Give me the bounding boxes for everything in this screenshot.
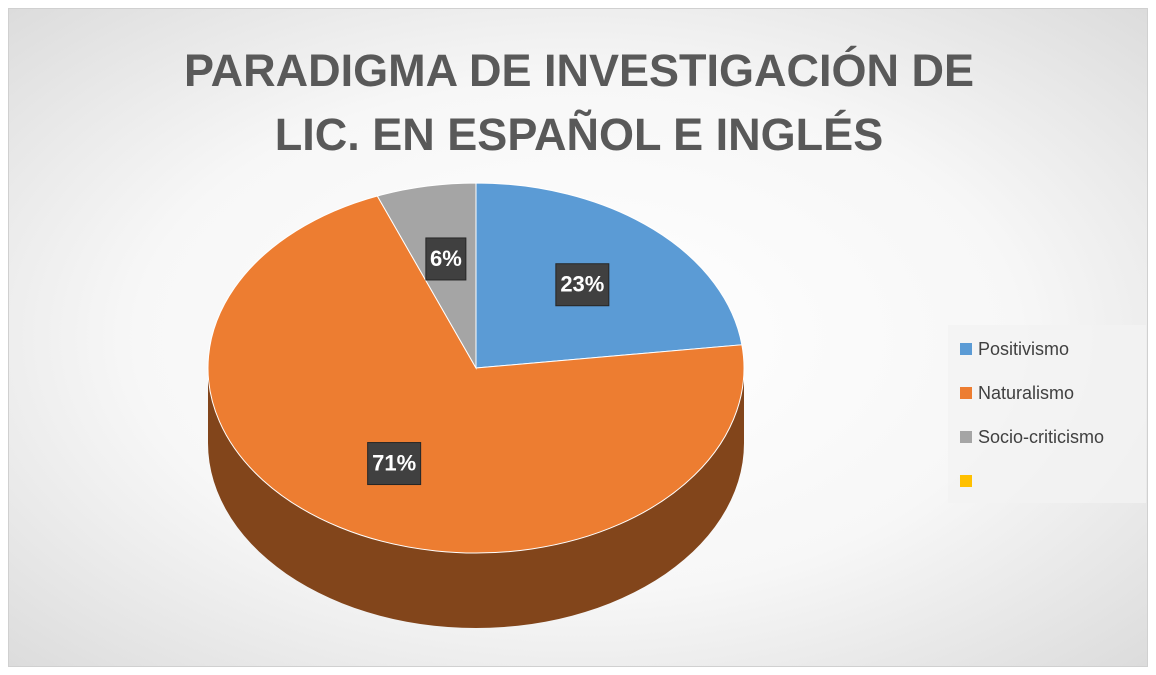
legend-swatch	[960, 387, 972, 399]
legend-label: Positivismo	[978, 339, 1069, 359]
data-label: 6%	[430, 246, 462, 271]
legend-swatch	[960, 475, 972, 487]
data-label-box	[425, 237, 467, 281]
chart-title: PARADIGMA DE INVESTIGACIÓN DE LIC. EN ES…	[183, 45, 975, 160]
legend-label: Naturalismo	[978, 383, 1074, 403]
legend-swatch	[960, 343, 972, 355]
data-label: 71%	[372, 450, 416, 475]
legend-label: Socio-criticismo	[978, 427, 1104, 447]
pie-side	[208, 368, 744, 628]
pie-slice	[207, 195, 745, 554]
legend-box	[948, 325, 1146, 503]
data-label-box	[555, 263, 610, 307]
data-label: 23%	[560, 272, 604, 297]
data-label-box	[367, 442, 422, 486]
legend-swatch	[960, 431, 972, 443]
